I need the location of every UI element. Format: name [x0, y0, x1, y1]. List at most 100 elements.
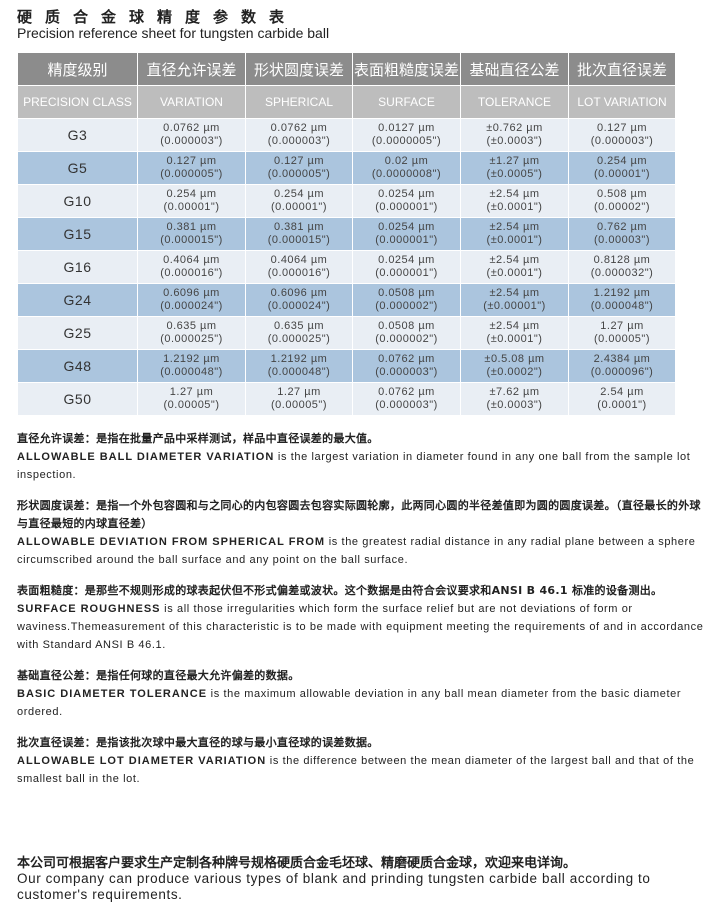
value-um: ±0.5.08 µm: [484, 353, 545, 365]
value-um: 1.2192 µm: [593, 287, 651, 299]
note-cn: 基础直径公差：是指任何球的直径最大允许偏差的数据。: [17, 669, 300, 682]
value-inch: (±0.0001"): [486, 333, 543, 345]
header-en: TOLERANCE: [460, 85, 569, 119]
value-inch: (0.000096"): [590, 366, 654, 378]
value-inch: (0.000001"): [375, 267, 438, 279]
value-inch: (0.000025"): [160, 333, 223, 345]
note-variation: 直径允许误差：是指在批量产品中采样测试，样品中直径误差的最大值。 ALLOWABL…: [17, 430, 707, 484]
value-inch: (0.000024"): [160, 300, 223, 312]
precision-class-cell: G50: [17, 382, 138, 416]
value-cell: 0.0762 µm (0.000003"): [137, 118, 246, 152]
footer-cn: 本公司可根据客户要求生产定制各种牌号规格硬质合金毛坯球、精磨硬质合金球，欢迎来电…: [17, 856, 577, 871]
value-um: 0.254 µm: [596, 155, 648, 167]
value-um: 0.254 µm: [273, 188, 325, 200]
value-cell: 1.2192 µm (0.000048"): [137, 349, 246, 383]
precision-class-cell: G3: [17, 118, 138, 152]
value-inch: (0.00005"): [163, 399, 220, 411]
header-en: SPHERICAL: [245, 85, 353, 119]
value-um: 0.762 µm: [596, 221, 648, 233]
header-row-cn: 精度级别 直径允许误差 形状圆度误差 表面粗糙度误差 基础直径公差 批次直径误差: [17, 52, 676, 86]
value-inch: (0.000003"): [160, 135, 223, 147]
footer: 本公司可根据客户要求生产定制各种牌号规格硬质合金毛坯球、精磨硬质合金球，欢迎来电…: [17, 852, 717, 903]
header-en: PRECISION CLASS: [17, 85, 138, 119]
value-um: 2.4384 µm: [593, 353, 651, 365]
value-um: 0.0762 µm: [270, 122, 328, 134]
value-um: 1.2192 µm: [163, 353, 220, 365]
note-en: is the difference between the mean diame…: [17, 755, 695, 785]
value-cell: 2.54 µm (0.0001"): [568, 382, 676, 416]
notes: 直径允许误差：是指在批量产品中采样测试，样品中直径误差的最大值。 ALLOWABL…: [17, 430, 707, 801]
note-cn: 直径允许误差：是指在批量产品中采样测试，样品中直径误差的最大值。: [17, 432, 379, 445]
value-cell: ±7.62 µm (±0.0003"): [460, 382, 569, 416]
value-um: 1.27 µm: [600, 320, 644, 332]
table-row: G24 0.6096 µm (0.000024") 0.6096 µm (0.00002…: [17, 283, 676, 317]
value-um: 0.6096 µm: [163, 287, 220, 299]
value-um: ±2.54 µm: [489, 221, 540, 233]
value-um: ±0.762 µm: [486, 122, 543, 134]
value-um: 0.6096 µm: [270, 287, 328, 299]
value-inch: (0.000025"): [267, 333, 331, 345]
note-term: ALLOWABLE LOT DIAMETER VARIATION: [17, 755, 267, 767]
value-um: 0.4064 µm: [270, 254, 328, 266]
value-inch: (0.000016"): [267, 267, 331, 279]
header-cn: 基础直径公差: [460, 52, 569, 86]
precision-class-cell: G15: [17, 217, 138, 251]
value-um: 2.54 µm: [600, 386, 644, 398]
value-cell: 0.8128 µm (0.000032"): [568, 250, 676, 284]
value-cell: 0.762 µm (0.00003"): [568, 217, 676, 251]
note-en: is all those irregularities which form t…: [17, 603, 704, 651]
value-inch: (0.000005"): [160, 168, 223, 180]
value-um: 0.127 µm: [166, 155, 217, 167]
value-inch: (0.000003"): [267, 135, 331, 147]
header-cn: 批次直径误差: [568, 52, 676, 86]
value-cell: 0.254 µm (0.00001"): [137, 184, 246, 218]
value-um: 0.254 µm: [166, 188, 217, 200]
value-cell: ±2.54 µm (±0.0001"): [460, 184, 569, 218]
value-cell: 1.27 µm (0.00005"): [137, 382, 246, 416]
note-tolerance: 基础直径公差：是指任何球的直径最大允许偏差的数据。 BASIC DIAMETER …: [17, 667, 707, 721]
note-cn: 表面粗糙度：是那些不规则形成的球表起伏但不形式偏差或波状。这个数据是由符合会议要…: [17, 584, 663, 597]
value-inch: (0.00005"): [271, 399, 327, 411]
table-row: G50 1.27 µm (0.00005") 1.27 µm (0.00005") 0.0…: [17, 382, 676, 416]
value-um: 0.0254 µm: [378, 221, 435, 233]
value-inch: (0.000048"): [160, 366, 223, 378]
precision-class-cell: G5: [17, 151, 138, 185]
value-cell: 0.254 µm (0.00001"): [245, 184, 353, 218]
value-cell: 0.0508 µm (0.000002"): [352, 316, 461, 350]
note-term: ALLOWABLE DEVIATION FROM SPHERICAL FROM: [17, 536, 326, 548]
value-um: 0.635 µm: [166, 320, 217, 332]
note-spherical: 形状圆度误差：是指一个外包容圆和与之同心的内包容圆去包容实际圆轮廓，此两同心圆的…: [17, 497, 707, 569]
value-inch: (0.000032"): [590, 267, 654, 279]
value-inch: (0.000003"): [590, 135, 654, 147]
value-cell: ±2.54 µm (±0.00001"): [460, 283, 569, 317]
value-um: 0.127 µm: [596, 122, 648, 134]
value-inch: (0.000048"): [590, 300, 654, 312]
footer-en: Our company can produce various types of…: [17, 871, 651, 902]
value-cell: 0.0254 µm (0.000001"): [352, 184, 461, 218]
table-row: G48 1.2192 µm (0.000048") 1.2192 µm (0.00004…: [17, 349, 676, 383]
note-term: BASIC DIAMETER TOLERANCE: [17, 688, 208, 700]
value-um: 0.4064 µm: [163, 254, 220, 266]
note-en: is the largest variation in diameter fou…: [17, 451, 691, 481]
value-cell: ±0.5.08 µm (±0.0002"): [460, 349, 569, 383]
value-cell: 0.6096 µm (0.000024"): [245, 283, 353, 317]
value-cell: 0.0762 µm (0.000003"): [352, 349, 461, 383]
value-inch: (±0.0005"): [486, 168, 543, 180]
value-cell: 0.635 µm (0.000025"): [137, 316, 246, 350]
value-inch: (0.000015"): [267, 234, 331, 246]
value-um: 1.27 µm: [169, 386, 214, 398]
value-inch: (0.000005"): [267, 168, 331, 180]
value-inch: (0.00001"): [594, 168, 650, 180]
header-cn: 表面粗糙度误差: [352, 52, 461, 86]
value-cell: 0.0762 µm (0.000003"): [352, 382, 461, 416]
precision-class-cell: G48: [17, 349, 138, 383]
value-um: 0.0254 µm: [378, 254, 435, 266]
precision-class-cell: G24: [17, 283, 138, 317]
value-inch: (0.0000005"): [371, 135, 442, 147]
value-cell: 0.127 µm (0.000003"): [568, 118, 676, 152]
value-cell: 1.2192 µm (0.000048"): [245, 349, 353, 383]
value-cell: ±0.762 µm (±0.0003"): [460, 118, 569, 152]
value-um: ±1.27 µm: [489, 155, 540, 167]
value-inch: (±0.0001"): [486, 267, 543, 279]
value-um: 1.2192 µm: [270, 353, 328, 365]
